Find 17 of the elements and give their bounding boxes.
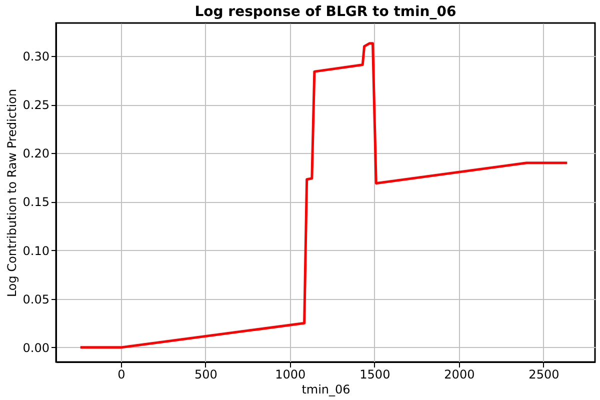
chart-title: Log response of BLGR to tmin_06 [194, 4, 456, 20]
x-tick-label: 2000 [444, 368, 475, 382]
y-tick-label: 0.25 [22, 98, 50, 112]
x-axis-title: tmin_06 [302, 382, 350, 396]
y-tick-label: 0.00 [22, 340, 50, 355]
y-tick-label: 0.05 [22, 292, 50, 306]
y-tick-label: 0.20 [22, 146, 50, 161]
x-tick-label: 1000 [275, 368, 306, 382]
y-tick-label: 0.10 [22, 244, 50, 258]
y-tick-label: 0.30 [22, 50, 50, 64]
x-tick-label: 1500 [360, 368, 390, 382]
line-series [79, 42, 568, 349]
x-tick-label: 2500 [528, 368, 560, 382]
y-axis-title: Log Contribution to Raw Prediction [4, 88, 19, 298]
x-tick-label: 500 [194, 368, 218, 382]
x-tick-label: 0 [118, 368, 126, 382]
y-tick-label: 0.15 [22, 195, 50, 210]
